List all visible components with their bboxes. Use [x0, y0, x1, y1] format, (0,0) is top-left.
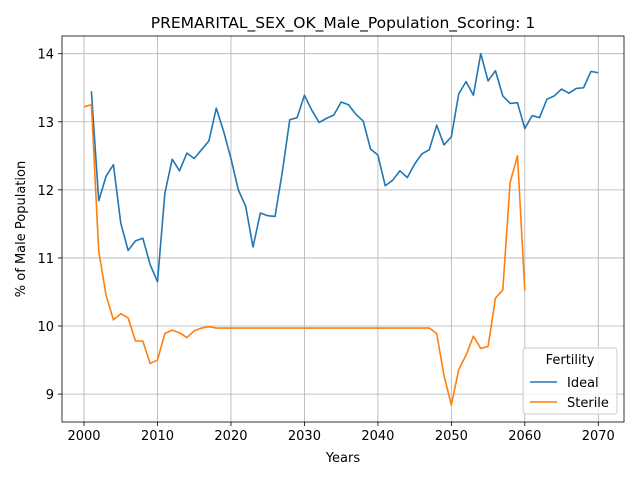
plot-frame [61, 35, 625, 423]
series-lines [83, 52, 599, 406]
y-tick-label: 14 [37, 48, 54, 63]
y-tick-label: 13 [37, 116, 54, 131]
x-tick-label: 2030 [288, 429, 321, 444]
x-tick-label: 2060 [508, 429, 541, 444]
x-tick-label: 2020 [214, 429, 247, 444]
y-tick-label: 11 [37, 252, 54, 267]
legend-title: Fertility [546, 353, 595, 368]
grid [62, 36, 624, 422]
x-tick-label: 2070 [582, 429, 615, 444]
series-line-ideal [90, 52, 599, 283]
x-tick-label: 2000 [67, 429, 100, 444]
x-tick-label: 2040 [361, 429, 394, 444]
x-tick-label: 2050 [435, 429, 468, 444]
y-tick-label: 10 [37, 320, 54, 335]
y-axis: 9 10 11 12 13 14 [37, 48, 62, 403]
legend-ideal-label: Ideal [567, 376, 599, 391]
x-axis-label: Years [325, 451, 361, 466]
x-axis: 2000 2010 2020 2030 2040 2050 2060 2070 [67, 422, 615, 444]
x-tick-label: 2010 [141, 429, 174, 444]
chart-title: PREMARITAL_SEX_OK_Male_Population_Scorin… [151, 14, 535, 33]
legend: Fertility Ideal Sterile [522, 347, 618, 415]
y-axis-label: % of Male Population [14, 161, 29, 297]
y-tick-label: 12 [37, 184, 54, 199]
y-tick-label: 9 [46, 388, 54, 403]
legend-sterile-label: Sterile [567, 396, 609, 411]
legend-box [522, 347, 618, 415]
series-line-sterile [83, 103, 526, 406]
